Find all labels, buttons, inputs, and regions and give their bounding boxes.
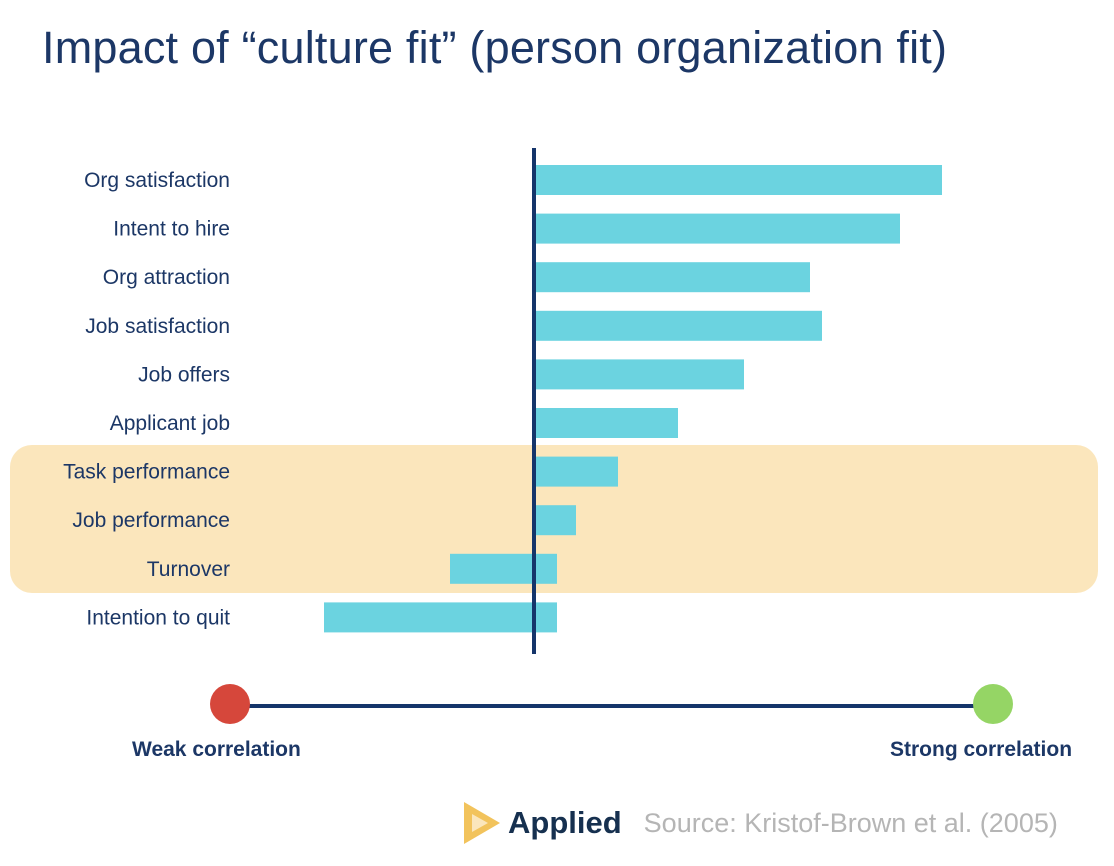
category-label: Intention to quit — [86, 606, 230, 629]
weak-correlation-dot — [210, 684, 250, 724]
bar-job-offers — [534, 359, 744, 390]
bar-turnover — [450, 553, 557, 584]
brand-name: Applied — [508, 805, 622, 840]
footer: Applied Source: Kristof-Brown et al. (20… — [462, 800, 1058, 846]
category-label: Intent to hire — [113, 218, 230, 241]
bar-intent-to-hire — [534, 213, 900, 244]
strong-correlation-label: Strong correlation — [890, 738, 1073, 761]
category-label: Job performance — [72, 509, 230, 532]
bar-job-satisfaction — [534, 310, 822, 341]
category-label: Applicant job — [110, 412, 230, 435]
strong-correlation-dot — [973, 684, 1013, 724]
source-citation: Source: Kristof-Brown et al. (2005) — [643, 807, 1058, 838]
bar-job-performance — [534, 505, 576, 536]
category-label: Org satisfaction — [84, 169, 230, 192]
category-label: Task performance — [63, 461, 230, 484]
chart-title: Impact of “culture fit” (person organiza… — [42, 22, 948, 73]
category-label: Org attraction — [103, 266, 230, 289]
weak-correlation-label: Weak correlation — [132, 738, 301, 761]
bar-task-performance — [534, 456, 618, 487]
bar-org-satisfaction — [534, 165, 942, 195]
applied-logo-icon — [464, 802, 500, 844]
bar-applicant-job — [534, 408, 678, 438]
category-label: Job offers — [138, 363, 230, 386]
category-label: Turnover — [147, 558, 230, 581]
bar-intention-to-quit — [324, 602, 557, 633]
category-label: Job satisfaction — [85, 315, 230, 338]
bar-org-attraction — [534, 262, 810, 293]
